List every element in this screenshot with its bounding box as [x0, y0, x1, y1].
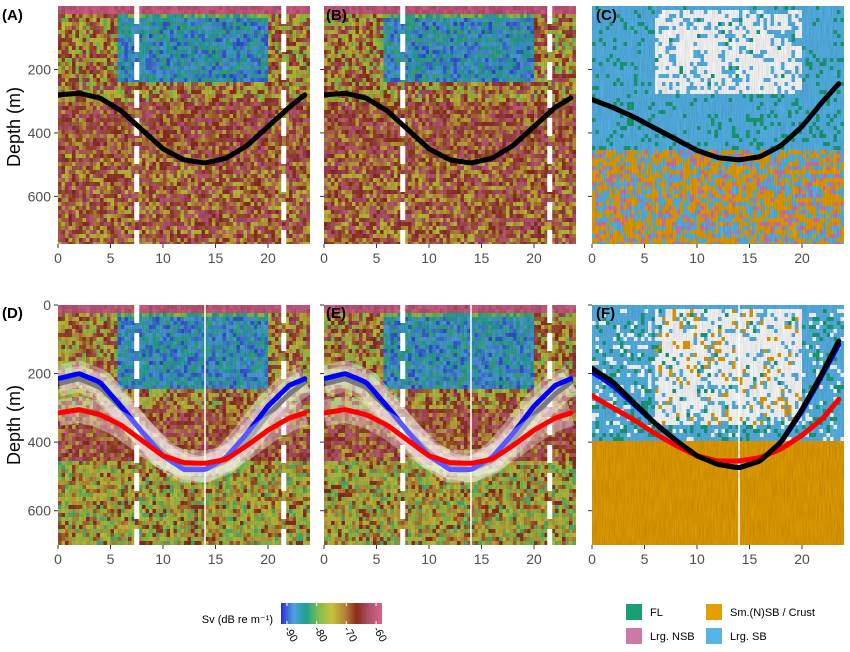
- x-tick-label: 20: [260, 551, 276, 567]
- y-tick-label: 400: [28, 125, 52, 141]
- colorbar-legend: Sv (dB re m⁻¹) -90 -80 -70 -60: [202, 603, 389, 644]
- colorbar-tick-label: -60: [370, 625, 388, 645]
- legend-swatch: [626, 628, 642, 644]
- x-tick-label: 0: [320, 551, 328, 567]
- x-tick-label: 20: [526, 551, 542, 567]
- x-tick-label: 0: [588, 250, 596, 266]
- x-tick-label: 10: [421, 250, 437, 266]
- x-tick-label: 10: [689, 250, 705, 266]
- panel-f: 0 5 10 15 20 (F): [588, 304, 844, 567]
- legend-swatch: [626, 604, 642, 620]
- y-tick-label: 200: [28, 366, 52, 382]
- legend-label: Lrg. NSB: [650, 631, 695, 643]
- y-tick-label: 600: [28, 188, 52, 204]
- legend-label: FL: [650, 607, 663, 619]
- echogram-e: [324, 305, 576, 545]
- y-axis-label-bottom: Depth (m): [4, 385, 24, 465]
- x-tick-label: 15: [474, 551, 490, 567]
- panel-label-c: (C): [596, 7, 617, 24]
- x-tick-label: 15: [474, 250, 490, 266]
- x-tick-label: 20: [260, 250, 276, 266]
- x-tick-label: 5: [373, 250, 381, 266]
- echogram-c: [592, 6, 844, 244]
- x-tick-label: 5: [107, 250, 115, 266]
- colorbar-tick-label: -90: [281, 625, 299, 645]
- y-tick-label: 0: [43, 297, 51, 313]
- y-tick-label: 600: [28, 503, 52, 519]
- x-tick-label: 20: [794, 551, 810, 567]
- x-tick-label: 15: [742, 250, 758, 266]
- x-tick-label: 0: [54, 250, 62, 266]
- x-tick-label: 15: [742, 551, 758, 567]
- x-tick-label: 10: [421, 551, 437, 567]
- colorbar-tick-label: -70: [341, 625, 359, 645]
- x-tick-label: 10: [155, 551, 171, 567]
- x-tick-label: 0: [54, 551, 62, 567]
- x-tick-label: 0: [588, 551, 596, 567]
- x-tick-label: 10: [689, 551, 705, 567]
- x-tick-label: 0: [320, 250, 328, 266]
- migration-curve-1: [324, 90, 574, 166]
- panel-e: 0 5 10 15 20 (E): [320, 304, 576, 567]
- x-tick-label: 10: [155, 250, 171, 266]
- legend-item-lrg-nsb: Lrg. NSB: [626, 628, 695, 644]
- migration-curve-1: [592, 81, 842, 163]
- panel-a: 0 5 10 15 20 200 400 600 (A): [2, 6, 310, 266]
- x-tick-label: 5: [641, 250, 649, 266]
- legend-label: Lrg. SB: [730, 631, 767, 643]
- migration-curve-3: [324, 407, 574, 466]
- panel-label-d: (D): [2, 305, 23, 322]
- panel-b: 0 5 10 15 20 (B): [320, 6, 576, 266]
- panel-c: 0 5 10 15 20 (C): [588, 6, 844, 266]
- panel-label-f: (F): [596, 305, 615, 322]
- x-tick-label: 5: [641, 551, 649, 567]
- echogram-d: [58, 305, 310, 545]
- migration-curve-1: [58, 90, 308, 166]
- colorbar: [281, 603, 382, 624]
- migration-curve-2: [324, 371, 574, 473]
- echogram-f: [592, 305, 844, 545]
- x-tick-label: 20: [794, 250, 810, 266]
- migration-curve-3: [592, 338, 842, 470]
- echogram-b: [324, 6, 576, 244]
- x-tick-label: 5: [373, 551, 381, 567]
- echogram-a: [58, 6, 310, 244]
- class-legend: FL Sm.(N)SB / Crust Lrg. NSB Lrg. SB: [626, 604, 815, 644]
- panel-label-b: (B): [326, 7, 347, 24]
- panel-label-a: (A): [2, 7, 23, 24]
- x-tick-label: 20: [526, 250, 542, 266]
- legend-swatch: [706, 604, 722, 620]
- legend-item-sm-n-sb-crust: Sm.(N)SB / Crust: [706, 604, 815, 620]
- y-tick-label: 400: [28, 434, 52, 450]
- panel-label-e: (E): [326, 305, 346, 322]
- legend-item-lrg-sb: Lrg. SB: [706, 628, 767, 644]
- y-tick-label: 200: [28, 61, 52, 77]
- legend-item-fl: FL: [626, 604, 663, 620]
- migration-curve-2: [592, 393, 842, 464]
- x-tick-label: 15: [208, 250, 224, 266]
- colorbar-label: Sv (dB re m⁻¹): [202, 614, 273, 626]
- y-axis-label-top: Depth (m): [4, 87, 24, 167]
- migration-curve-2: [58, 371, 308, 473]
- x-tick-label: 5: [107, 551, 115, 567]
- migration-curve-3: [58, 407, 308, 466]
- legend-swatch: [706, 628, 722, 644]
- colorbar-tick-label: -80: [311, 625, 329, 645]
- x-tick-label: 15: [208, 551, 224, 567]
- legend-label: Sm.(N)SB / Crust: [730, 607, 815, 619]
